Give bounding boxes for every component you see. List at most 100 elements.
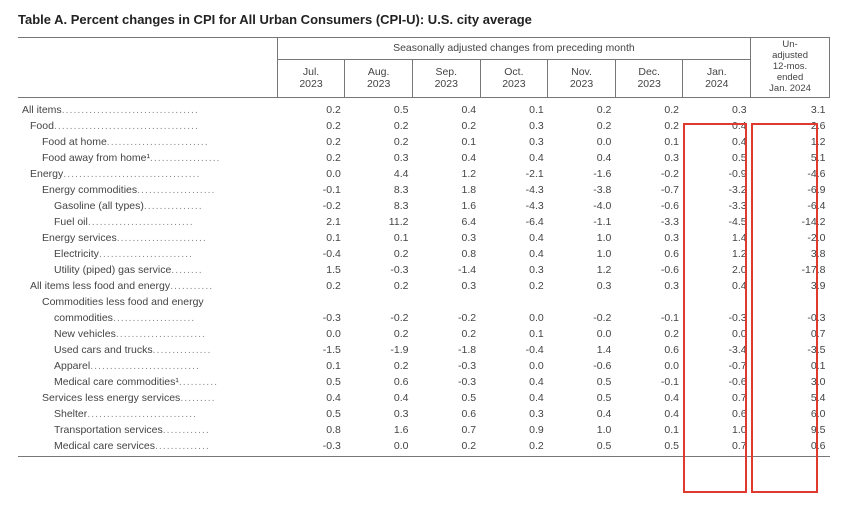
cell: -0.9 xyxy=(683,166,751,182)
cell: -0.3 xyxy=(277,310,345,326)
hdr-unadjusted: Un- adjusted 12-mos. ended Jan. 2024 xyxy=(751,38,830,98)
cell: 0.5 xyxy=(548,374,616,390)
row-label: Food....................................… xyxy=(18,118,277,134)
cell: -1.9 xyxy=(345,342,413,358)
row-label: Energy..................................… xyxy=(18,166,277,182)
table-row: Energy services.......................0.… xyxy=(18,230,830,246)
cell: -3.2 xyxy=(683,182,751,198)
cell: 0.6 xyxy=(751,438,830,457)
table-body: All items...............................… xyxy=(18,97,830,456)
cell: 0.4 xyxy=(548,406,616,422)
cell: 2.1 xyxy=(277,214,345,230)
cell: 0.3 xyxy=(615,150,683,166)
cell: -6.4 xyxy=(751,198,830,214)
cell: -0.3 xyxy=(412,358,480,374)
cell: 0.2 xyxy=(480,438,548,457)
cell: 0.7 xyxy=(751,326,830,342)
cell: 0.3 xyxy=(412,230,480,246)
row-label: Gasoline (all types)............... xyxy=(18,198,277,214)
cell: 0.1 xyxy=(277,358,345,374)
cell: 0.2 xyxy=(345,278,413,294)
table-row: Medical care commodities¹..........0.50.… xyxy=(18,374,830,390)
cell: 0.0 xyxy=(480,358,548,374)
row-label: Medical care services.............. xyxy=(18,438,277,457)
cell: 0.3 xyxy=(615,278,683,294)
hdr-month-0: Jul.2023 xyxy=(277,59,345,97)
cell: 0.4 xyxy=(480,390,548,406)
cell: 0.0 xyxy=(548,326,616,342)
cell: 0.1 xyxy=(345,230,413,246)
hdr-month-3: Oct.2023 xyxy=(480,59,548,97)
cell: -0.7 xyxy=(615,182,683,198)
table-row: Food....................................… xyxy=(18,118,830,134)
hdr-month-4: Nov.2023 xyxy=(548,59,616,97)
cell: -0.3 xyxy=(751,310,830,326)
cell: 0.4 xyxy=(683,278,751,294)
cell: 0.2 xyxy=(277,150,345,166)
hdr-month-y: 2023 xyxy=(502,78,525,90)
cell: -3.4 xyxy=(683,342,751,358)
cell: 0.4 xyxy=(615,390,683,406)
cell: 0.1 xyxy=(480,326,548,342)
cell: 0.8 xyxy=(412,246,480,262)
cell: 3.1 xyxy=(751,97,830,118)
cell: 0.0 xyxy=(480,310,548,326)
cell: 6.4 xyxy=(412,214,480,230)
cell: -0.2 xyxy=(548,310,616,326)
hdr-month-y: 2023 xyxy=(435,78,458,90)
cell: -0.3 xyxy=(412,374,480,390)
cell: -0.4 xyxy=(480,342,548,358)
cell: 0.4 xyxy=(615,406,683,422)
table-row: Services less energy services.........0.… xyxy=(18,390,830,406)
hdr-month-6: Jan.2024 xyxy=(683,59,751,97)
cell: 0.0 xyxy=(615,358,683,374)
cell: 1.5 xyxy=(277,262,345,278)
row-label: Energy commodities.................... xyxy=(18,182,277,198)
row-label: commodities..................... xyxy=(18,310,277,326)
cell: 0.2 xyxy=(615,326,683,342)
cell: 0.4 xyxy=(480,374,548,390)
cell: 0.1 xyxy=(412,134,480,150)
cell: 0.5 xyxy=(615,438,683,457)
cell: -0.2 xyxy=(277,198,345,214)
table-title: Table A. Percent changes in CPI for All … xyxy=(18,12,830,27)
hdr-unadj-l2: 12-mos. xyxy=(773,61,807,72)
cell: 1.0 xyxy=(548,422,616,438)
cell: 0.4 xyxy=(412,97,480,118)
cell: 0.1 xyxy=(615,134,683,150)
cell: 0.3 xyxy=(480,118,548,134)
hdr-month-y: 2024 xyxy=(705,78,728,90)
cell: 0.2 xyxy=(615,118,683,134)
table-row: All items less food and energy..........… xyxy=(18,278,830,294)
cell: 8.3 xyxy=(345,182,413,198)
cell: -3.5 xyxy=(751,342,830,358)
hdr-month-m: Dec. xyxy=(638,66,660,78)
cell: 0.0 xyxy=(345,438,413,457)
cell: 0.2 xyxy=(345,134,413,150)
table-row: Commodities less food and energy xyxy=(18,294,830,310)
table-head: Seasonally adjusted changes from precedi… xyxy=(18,38,830,98)
cell: -0.6 xyxy=(615,198,683,214)
hdr-month-m: Sep. xyxy=(435,66,457,78)
row-label: Transportation services............ xyxy=(18,422,277,438)
cell: 1.0 xyxy=(548,230,616,246)
cell: 0.2 xyxy=(277,278,345,294)
table-row: Electricity........................-0.40… xyxy=(18,246,830,262)
cell: -1.5 xyxy=(277,342,345,358)
cell: 0.0 xyxy=(683,326,751,342)
cell: 0.2 xyxy=(548,97,616,118)
hdr-month-1: Aug.2023 xyxy=(345,59,413,97)
cell: 11.2 xyxy=(345,214,413,230)
cell: 0.0 xyxy=(277,326,345,342)
hdr-month-y: 2023 xyxy=(570,78,593,90)
cell: -0.3 xyxy=(683,310,751,326)
cell: 2.6 xyxy=(751,118,830,134)
cell: 0.2 xyxy=(277,118,345,134)
row-label: Commodities less food and energy xyxy=(18,294,830,310)
cell: 0.3 xyxy=(480,134,548,150)
cell: 0.2 xyxy=(412,438,480,457)
cell: 0.2 xyxy=(345,358,413,374)
row-label: All items...............................… xyxy=(18,97,277,118)
cell: -2.0 xyxy=(751,230,830,246)
cell: 3.9 xyxy=(751,278,830,294)
